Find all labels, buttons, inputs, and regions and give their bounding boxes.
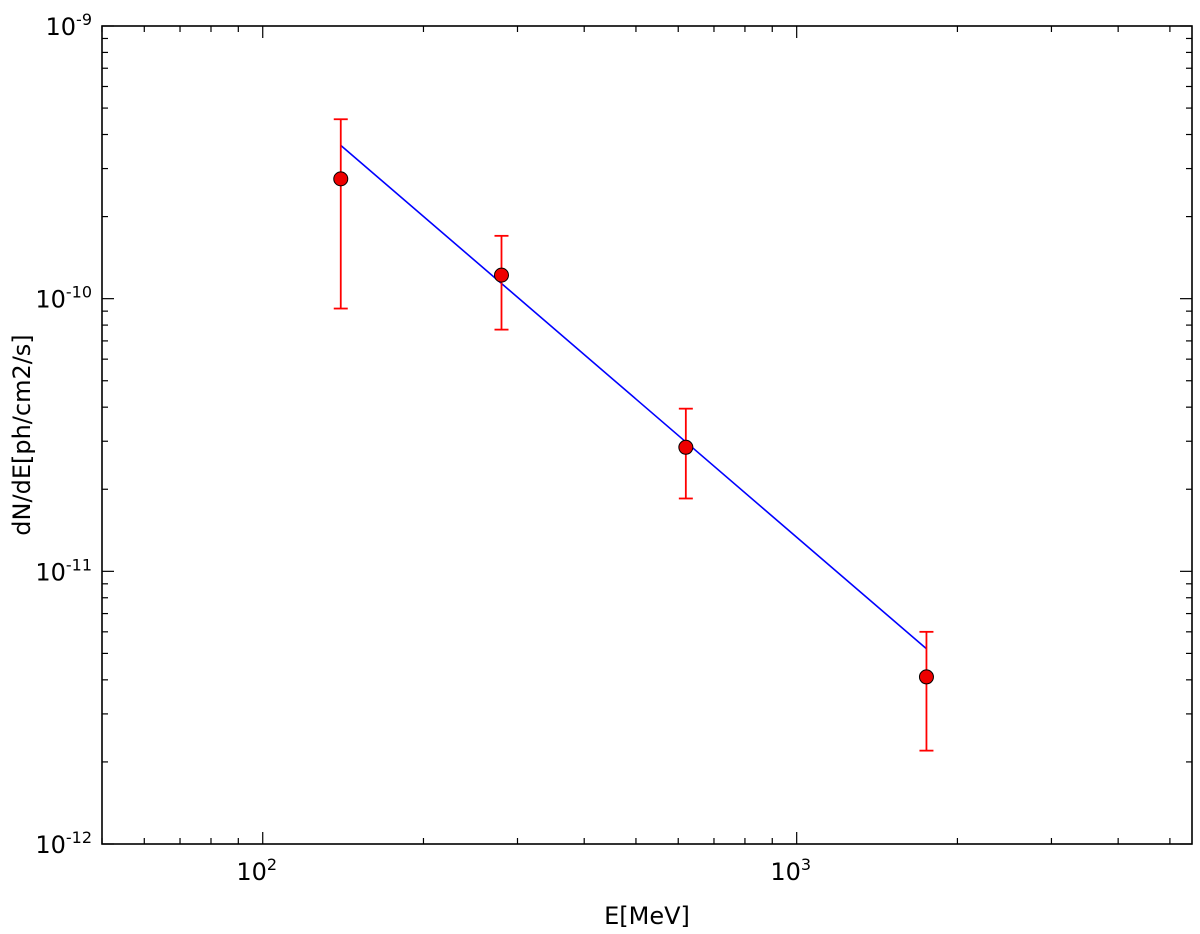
- x-tick-base: 10: [236, 858, 267, 886]
- data-point: [678, 439, 694, 455]
- y-tick-label: 10-11: [35, 555, 92, 586]
- y-tick-label: 10-9: [46, 10, 93, 41]
- y-tick-exponent: -11: [66, 555, 92, 574]
- fit-line: [340, 144, 927, 650]
- y-tick-base: 10: [46, 13, 77, 41]
- x-tick-label: 103: [770, 855, 811, 886]
- data-point: [493, 267, 509, 283]
- y-tick-label: 10-12: [35, 828, 92, 859]
- x-tick-base: 10: [770, 858, 801, 886]
- data-point: [333, 171, 349, 187]
- x-tick-exponent: 2: [267, 855, 277, 874]
- y-tick-exponent: -9: [76, 10, 92, 29]
- x-tick-exponent: 3: [801, 855, 811, 874]
- y-tick-exponent: -10: [66, 283, 92, 302]
- data-point: [918, 669, 934, 685]
- plot-marks: [333, 118, 934, 752]
- y-tick-base: 10: [35, 831, 66, 859]
- y-tick-base: 10: [35, 286, 66, 314]
- y-axis-title: dN/dE[ph/cm2/s]: [8, 334, 36, 535]
- plot-frame: [101, 25, 1193, 845]
- y-tick-exponent: -12: [66, 828, 92, 847]
- y-tick-label: 10-10: [35, 283, 92, 314]
- y-tick-base: 10: [35, 558, 66, 586]
- x-axis-title: E[MeV]: [604, 902, 690, 930]
- x-tick-label: 102: [236, 855, 277, 886]
